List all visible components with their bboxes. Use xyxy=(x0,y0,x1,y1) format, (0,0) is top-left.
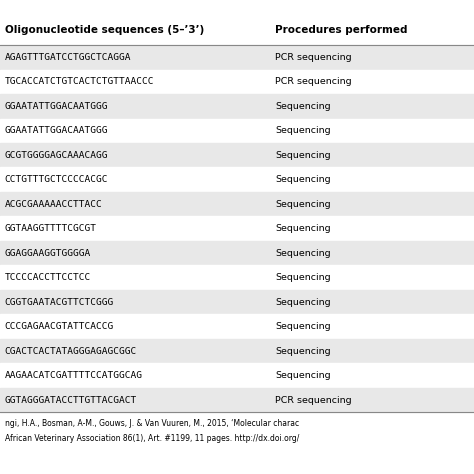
Text: AAGAACATCGATTTTCCATGGCAG: AAGAACATCGATTTTCCATGGCAG xyxy=(5,371,143,380)
Bar xyxy=(0,388,474,412)
Text: CGACTCACTATAGGGAGAGCGGC: CGACTCACTATAGGGAGAGCGGC xyxy=(5,346,137,356)
Text: PCR sequencing: PCR sequencing xyxy=(275,53,352,62)
Text: PCR sequencing: PCR sequencing xyxy=(275,77,352,86)
Bar xyxy=(0,94,474,118)
Text: Oligonucleotide sequences (5–’3’): Oligonucleotide sequences (5–’3’) xyxy=(5,25,204,35)
Bar xyxy=(0,167,474,192)
Bar xyxy=(0,290,474,314)
Bar xyxy=(0,241,474,265)
Text: Sequencing: Sequencing xyxy=(275,151,330,160)
Text: Procedures performed: Procedures performed xyxy=(275,25,408,35)
Bar xyxy=(0,70,474,94)
Text: CCTGTTTGCTCCCCACGC: CCTGTTTGCTCCCCACGC xyxy=(5,175,108,184)
Text: Sequencing: Sequencing xyxy=(275,126,330,135)
Bar xyxy=(0,339,474,364)
Text: Sequencing: Sequencing xyxy=(275,224,330,233)
Bar xyxy=(0,45,474,70)
Text: Sequencing: Sequencing xyxy=(275,298,330,307)
Bar xyxy=(0,118,474,143)
Bar xyxy=(0,364,474,388)
Text: TCCCCACCTTCCTCC: TCCCCACCTTCCTCC xyxy=(5,273,91,282)
Text: TGCACCATCTGTCACTCTGTTAACCC: TGCACCATCTGTCACTCTGTTAACCC xyxy=(5,77,154,86)
Text: AGAGTTTGATCCTGGCTCAGGA: AGAGTTTGATCCTGGCTCAGGA xyxy=(5,53,131,62)
Text: Sequencing: Sequencing xyxy=(275,249,330,258)
Bar xyxy=(0,217,474,241)
Text: Sequencing: Sequencing xyxy=(275,175,330,184)
Text: GGAATATTGGACAATGGG: GGAATATTGGACAATGGG xyxy=(5,126,108,135)
Text: Sequencing: Sequencing xyxy=(275,200,330,209)
Text: Sequencing: Sequencing xyxy=(275,273,330,282)
Bar xyxy=(0,192,474,217)
Text: GGAGGAAGGTGGGGA: GGAGGAAGGTGGGGA xyxy=(5,249,91,258)
Text: Sequencing: Sequencing xyxy=(275,346,330,356)
Text: ACGCGAAAAACCTTACC: ACGCGAAAAACCTTACC xyxy=(5,200,102,209)
Text: CCCGAGAACGTATTCACCG: CCCGAGAACGTATTCACCG xyxy=(5,322,114,331)
Text: African Veterinary Association 86(1), Art. #1199, 11 pages. http://dx.doi.org/: African Veterinary Association 86(1), Ar… xyxy=(5,434,299,443)
Text: PCR sequencing: PCR sequencing xyxy=(275,396,352,405)
Bar xyxy=(0,265,474,290)
Text: GGTAGGGATACCTTGTTACGACT: GGTAGGGATACCTTGTTACGACT xyxy=(5,396,137,405)
Text: Sequencing: Sequencing xyxy=(275,102,330,111)
Text: GGTAAGGTTTTCGCGT: GGTAAGGTTTTCGCGT xyxy=(5,224,97,233)
Bar xyxy=(0,143,474,167)
Text: Sequencing: Sequencing xyxy=(275,371,330,380)
Bar xyxy=(0,14,474,45)
Text: Sequencing: Sequencing xyxy=(275,322,330,331)
Text: CGGTGAATACGTTCTCGGG: CGGTGAATACGTTCTCGGG xyxy=(5,298,114,307)
Bar xyxy=(0,314,474,339)
Text: GCGTGGGGAGCAAACAGG: GCGTGGGGAGCAAACAGG xyxy=(5,151,108,160)
Text: GGAATATTGGACAATGGG: GGAATATTGGACAATGGG xyxy=(5,102,108,111)
Text: ngi, H.A., Bosman, A-M., Gouws, J. & Van Vuuren, M., 2015, ‘Molecular charac: ngi, H.A., Bosman, A-M., Gouws, J. & Van… xyxy=(5,419,299,428)
